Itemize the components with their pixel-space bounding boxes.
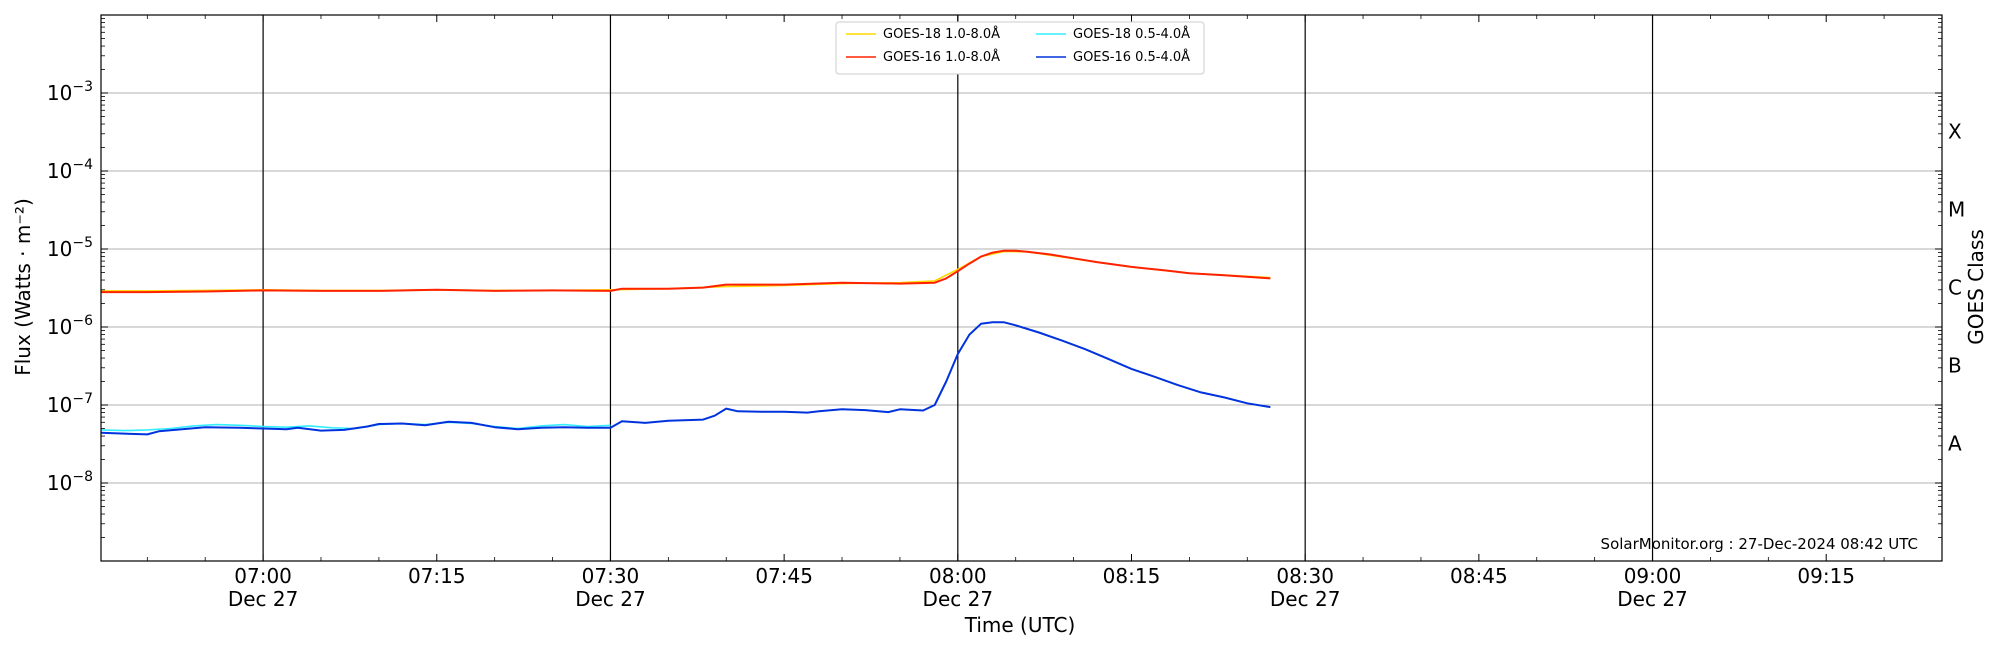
x-tick-label: 08:30 bbox=[1276, 564, 1334, 588]
y-tick-exponent: −6 bbox=[72, 313, 93, 329]
x-tick-label: 08:00 bbox=[929, 564, 987, 588]
y-tick-exponent: −7 bbox=[72, 391, 93, 407]
credit-text: SolarMonitor.org : 27-Dec-2024 08:42 UTC bbox=[1601, 535, 1918, 553]
y-tick-label: 10−5 bbox=[47, 235, 93, 261]
x-tick-date-label: Dec 27 bbox=[1617, 587, 1688, 611]
y-tick-exponent: −8 bbox=[72, 469, 93, 485]
goes-class-label: M bbox=[1948, 198, 1965, 222]
goes-class-label: C bbox=[1948, 276, 1962, 300]
y-tick-mantissa: 10 bbox=[47, 471, 72, 495]
goes-class-labels: A B C M X bbox=[1948, 120, 1965, 456]
x-tick-label: 07:00 bbox=[234, 564, 292, 588]
y-axis-label: Flux (Watts · m⁻²) bbox=[11, 198, 35, 376]
legend-label: GOES-16 1.0-8.0Å bbox=[883, 49, 1000, 65]
day-vertical-lines bbox=[262, 15, 1654, 561]
y-tick-mantissa: 10 bbox=[47, 159, 72, 183]
x-tick-label: 07:30 bbox=[582, 564, 640, 588]
y-tick-mantissa: 10 bbox=[47, 237, 72, 261]
goes-class-label: A bbox=[1948, 432, 1962, 456]
x-tick-date-label: Dec 27 bbox=[228, 587, 299, 611]
legend-box bbox=[835, 21, 1205, 75]
x-tick-label: 07:45 bbox=[755, 564, 813, 588]
legend-label: GOES-18 0.5-4.0Å bbox=[1073, 26, 1190, 42]
legend-label: GOES-18 1.0-8.0Å bbox=[883, 26, 1000, 42]
x-axis-label: Time (UTC) bbox=[964, 613, 1076, 637]
x-tick-date-label: Dec 27 bbox=[923, 587, 994, 611]
goes-class-label: X bbox=[1948, 120, 1962, 144]
series-lines bbox=[100, 249, 1271, 436]
y-tick-mantissa: 10 bbox=[47, 393, 72, 417]
legend: GOES-18 1.0-8.0Å GOES-16 1.0-8.0Å GOES-18 … bbox=[835, 21, 1205, 75]
x-tick-date-label: Dec 27 bbox=[1270, 587, 1341, 611]
y-tick-label: 10−7 bbox=[47, 391, 93, 417]
y-tick-exponent: −3 bbox=[72, 79, 93, 95]
y-tick-label: 10−6 bbox=[47, 313, 93, 339]
y-tick-mantissa: 10 bbox=[47, 315, 72, 339]
x-tick-label: 09:00 bbox=[1624, 564, 1682, 588]
plot-frame bbox=[100, 14, 1943, 562]
x-tick-label: 07:15 bbox=[408, 564, 466, 588]
y-tick-exponent: −4 bbox=[72, 157, 93, 173]
y-axis-ticks: 10−810−710−610−510−410−3 bbox=[47, 18, 1942, 538]
y-tick-label: 10−8 bbox=[47, 469, 93, 495]
goes-class-axis-label: GOES Class bbox=[1964, 229, 1988, 345]
x-tick-label: 08:45 bbox=[1450, 564, 1508, 588]
series-line-3 bbox=[100, 321, 1271, 436]
y-tick-label: 10−3 bbox=[47, 79, 93, 105]
goes-class-label: B bbox=[1948, 354, 1962, 378]
x-tick-label: 09:15 bbox=[1797, 564, 1855, 588]
x-tick-label: 08:15 bbox=[1103, 564, 1161, 588]
series-line-1 bbox=[101, 249, 1271, 294]
x-tick-date-label: Dec 27 bbox=[575, 587, 646, 611]
y-tick-exponent: −5 bbox=[72, 235, 93, 251]
legend-label: GOES-16 0.5-4.0Å bbox=[1073, 49, 1190, 65]
y-tick-label: 10−4 bbox=[47, 157, 93, 183]
y-tick-mantissa: 10 bbox=[47, 81, 72, 105]
